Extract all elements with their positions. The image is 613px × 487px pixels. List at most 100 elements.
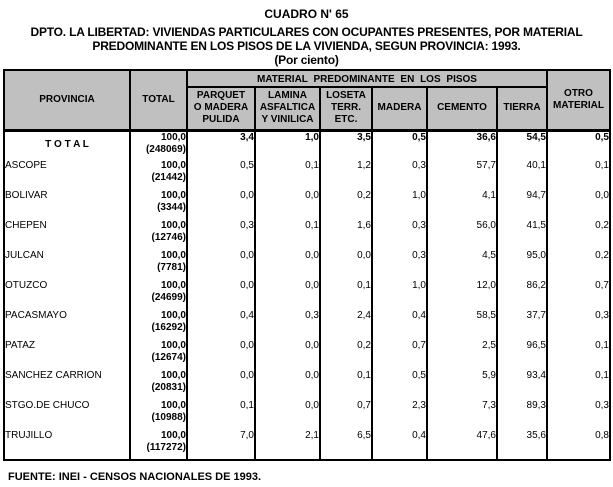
header-parquet-line1: PARQUET — [196, 90, 246, 102]
value-cell-madera: 2,3 — [371, 400, 428, 430]
value-cell-parquet: 7,0 — [186, 430, 256, 460]
value-cell-tierra: 40,1 — [496, 160, 548, 190]
value-cell-cemento: 47,6 — [426, 430, 498, 460]
document-subtitle-line1: DPTO. LA LIBERTAD: VIVIENDAS PARTICULARE… — [30, 25, 583, 39]
value-cell-tierra: 89,3 — [496, 400, 548, 430]
table-row: BOLIVAR 100,0 (3344) 0,0 0,0 0,2 1,0 4,1… — [3, 190, 611, 220]
value-cell-tierra: 95,0 — [496, 250, 548, 280]
header-loseta-line3: ETC. — [334, 114, 358, 126]
total-pct: 100,0 — [160, 400, 186, 411]
value-cell-parquet: 0,3 — [186, 220, 256, 250]
total-count: (24699) — [151, 292, 186, 303]
statistics-table: PROVINCIA TOTAL MATERIAL PREDOMINANTE EN… — [3, 69, 611, 461]
value-cell-lamina: 0,0 — [254, 340, 321, 370]
value-cell-lamina: 0,0 — [254, 250, 321, 280]
value-cell-madera: 1,0 — [371, 190, 428, 220]
header-loseta: LOSETA TERR. ETC. — [319, 87, 373, 132]
total-pct: 100,0 — [160, 160, 186, 171]
value-cell-lamina: 0,0 — [254, 190, 321, 220]
total-cell: 100,0 (20831) — [129, 370, 188, 400]
total-pct: 100,0 — [160, 131, 186, 143]
province-cell: TRUJILLO — [3, 430, 131, 460]
unit-note: (Por ciento) — [274, 53, 339, 67]
province-cell: ASCOPE — [3, 160, 131, 190]
total-count: (117272) — [146, 442, 186, 453]
header-lamina: LAMINA ASFALTICA Y VINILICA — [254, 87, 321, 132]
province-cell: CHEPEN — [3, 220, 131, 250]
document-title: CUADRO N' 65 — [264, 7, 349, 21]
total-cell: 100,0 (248069) — [129, 130, 188, 160]
total-pct: 100,0 — [160, 340, 186, 351]
province-cell: PATAZ — [3, 340, 131, 370]
value-cell-madera: 0,3 — [371, 160, 428, 190]
value-cell-cemento: 7,3 — [426, 400, 498, 430]
value-cell-cemento: 4,5 — [426, 250, 498, 280]
value-cell-tierra: 94,7 — [496, 190, 548, 220]
value-cell-madera: 0,3 — [371, 250, 428, 280]
value-cell-parquet: 0,0 — [186, 190, 256, 220]
value-cell-cemento: 56,0 — [426, 220, 498, 250]
province-cell: BOLIVAR — [3, 190, 131, 220]
total-count: (10988) — [151, 412, 186, 423]
value-cell-loseta: 0,1 — [319, 280, 373, 310]
value-cell-lamina: 0,0 — [254, 400, 321, 430]
value-cell-madera: 1,0 — [371, 280, 428, 310]
table-row: PATAZ 100,0 (12674) 0,0 0,0 0,2 0,7 2,5 … — [3, 340, 611, 370]
header-otro-line2: MATERIAL — [553, 99, 604, 111]
total-pct: 100,0 — [160, 190, 186, 201]
total-cell: 100,0 (16292) — [129, 310, 188, 340]
value-cell-parquet: 0,0 — [186, 340, 256, 370]
total-pct: 100,0 — [160, 250, 186, 261]
header-parquet-line2: O MADERA — [193, 102, 249, 114]
value-cell-madera: 0,7 — [371, 340, 428, 370]
value-cell-loseta: 1,2 — [319, 160, 373, 190]
header-madera: MADERA — [371, 87, 428, 132]
value-cell-lamina: 2,1 — [254, 430, 321, 460]
total-count: (7781) — [157, 262, 186, 273]
value-cell-parquet: 3,4 — [186, 130, 256, 160]
total-cell: 100,0 (12674) — [129, 340, 188, 370]
value-cell-otro: 0,3 — [546, 400, 611, 430]
value-cell-tierra: 86,2 — [496, 280, 548, 310]
value-cell-loseta: 0,2 — [319, 190, 373, 220]
total-cell: 100,0 (24699) — [129, 280, 188, 310]
total-cell: 100,0 (3344) — [129, 190, 188, 220]
header-otro-material: OTRO MATERIAL — [546, 70, 611, 132]
header-loseta-line2: TERR. — [331, 102, 361, 114]
header-otro-line1: OTRO — [564, 87, 593, 99]
value-cell-otro: 0,0 — [546, 190, 611, 220]
value-cell-lamina: 0,0 — [254, 280, 321, 310]
total-pct: 100,0 — [160, 430, 186, 441]
header-provincia: PROVINCIA — [3, 70, 131, 132]
header-lamina-line3: Y VINILICA — [261, 114, 314, 126]
value-cell-otro: 0,8 — [546, 430, 611, 460]
header-lamina-line2: ASFALTICA — [259, 102, 316, 114]
value-cell-parquet: 0,0 — [186, 280, 256, 310]
province-cell: OTUZCO — [3, 280, 131, 310]
value-cell-otro: 0,5 — [546, 130, 611, 160]
value-cell-tierra: 54,5 — [496, 130, 548, 160]
total-count: (16292) — [151, 322, 186, 333]
total-cell: 100,0 (10988) — [129, 400, 188, 430]
source-note: FUENTE: INEI - CENSOS NACIONALES DE 1993… — [8, 471, 262, 483]
value-cell-loseta: 1,6 — [319, 220, 373, 250]
table-row: STGO.DE CHUCO 100,0 (10988) 0,1 0,0 0,7 … — [3, 400, 611, 430]
header-total: TOTAL — [129, 70, 188, 132]
total-pct: 100,0 — [160, 310, 186, 321]
value-cell-lamina: 1,0 — [254, 130, 321, 160]
header-parquet-line3: PULIDA — [202, 114, 240, 126]
value-cell-lamina: 0,1 — [254, 160, 321, 190]
value-cell-loseta: 0,2 — [319, 340, 373, 370]
header-lamina-line1: LAMINA — [268, 90, 307, 102]
header-loseta-line1: LOSETA — [326, 90, 366, 102]
value-cell-lamina: 0,1 — [254, 220, 321, 250]
province-cell: STGO.DE CHUCO — [3, 400, 131, 430]
value-cell-cemento: 12,0 — [426, 280, 498, 310]
value-cell-loseta: 0,0 — [319, 250, 373, 280]
value-cell-parquet: 0,1 — [186, 400, 256, 430]
value-cell-cemento: 58,5 — [426, 310, 498, 340]
value-cell-loseta: 3,5 — [319, 130, 373, 160]
table-row: TRUJILLO 100,0 (117272) 7,0 2,1 6,5 0,4 … — [3, 430, 611, 460]
value-cell-loseta: 2,4 — [319, 310, 373, 340]
